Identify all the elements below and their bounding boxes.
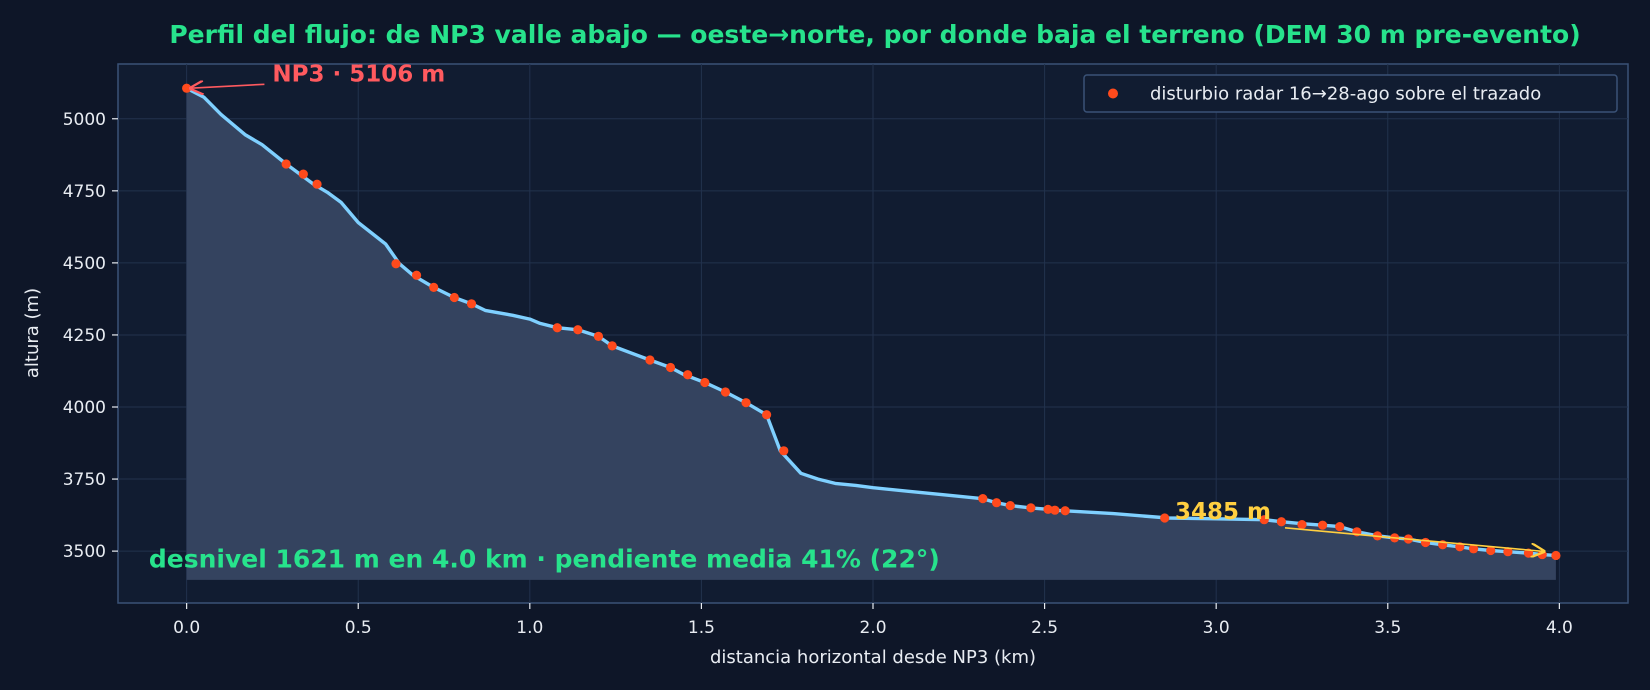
legend-marker [1108,88,1118,99]
y-tick-label: 4750 [63,182,106,202]
radar-disturbance-point [700,377,710,388]
x-tick-label: 1.0 [516,618,543,638]
radar-disturbance-point [991,498,1002,508]
radar-disturbance-point [429,282,439,292]
x-tick-label: 0.0 [173,618,200,638]
radar-disturbance-point [1026,503,1036,513]
radar-disturbance-point [1005,500,1015,511]
x-tick-label: 0.5 [345,618,372,638]
chart-title: Perfil del flujo: de NP3 valle abajo — o… [169,20,1580,49]
elevation-area [186,88,1556,580]
y-tick-label: 3500 [63,542,106,562]
y-tick-label: 3750 [63,470,106,490]
x-tick-label: 2.5 [1031,618,1058,638]
y-tick-label: 5000 [63,110,106,130]
radar-disturbance-point [1468,544,1479,554]
radar-disturbance-point [1050,505,1060,515]
radar-disturbance-point [720,387,731,397]
y-axis-label: altura (m) [22,288,43,378]
y-axis-ticks: 3500 3750 4000 4250 4500 4750 5000 [63,110,118,562]
radar-disturbance-point [607,341,617,351]
radar-disturbance-point [1043,504,1053,514]
radar-disturbance-point [779,446,789,456]
radar-disturbance-point [1317,520,1328,530]
x-tick-label: 3.5 [1374,618,1401,638]
start-annotation: NP3 · 5106 m [272,61,445,87]
radar-disturbance-point [391,259,401,269]
radar-disturbance-point [593,331,604,341]
x-tick-label: 2.0 [859,618,886,638]
radar-disturbance-point [978,494,988,504]
radar-disturbance-point [466,299,477,309]
radar-disturbance-point [1420,537,1431,548]
radar-disturbance-point [665,362,676,373]
radar-disturbance-point [1335,522,1345,532]
radar-disturbance-point [1060,506,1070,516]
y-tick-label: 4250 [63,326,106,346]
x-axis-ticks: 0.0 0.5 1.0 1.5 2.0 2.5 3.0 3.5 4.0 [173,603,1573,638]
radar-disturbance-point [1276,517,1286,527]
radar-disturbance-point [449,292,459,303]
radar-disturbance-point [762,410,772,420]
radar-disturbance-point [1297,520,1307,530]
start-annotation-arrow [191,84,265,88]
radar-disturbance-point [573,325,583,335]
radar-disturbance-point [1160,513,1170,523]
radar-disturbance-point [1486,545,1496,556]
legend-label: disturbio radar 16→28-ago sobre el traza… [1150,84,1541,105]
radar-disturbance-point [683,370,693,380]
radar-disturbance-point [298,169,308,179]
radar-disturbance-point [1551,550,1561,561]
y-tick-label: 4000 [63,398,106,418]
radar-disturbance-point [741,398,751,408]
radar-disturbance-point [312,179,322,189]
radar-disturbance-point [1259,515,1269,525]
radar-disturbance-point [281,159,291,169]
radar-disturbance-point [182,83,192,93]
legend-box [1083,74,1618,113]
x-tick-label: 3.0 [1203,618,1230,638]
summary-annotation: desnivel 1621 m en 4.0 km · pendiente me… [149,545,940,574]
radar-disturbance-point [645,355,655,365]
y-tick-label: 4500 [63,254,106,274]
x-tick-label: 1.5 [688,618,715,638]
radar-disturbance-point [552,323,562,333]
x-tick-label: 4.0 [1546,618,1573,638]
radar-disturbance-point [1503,547,1513,557]
radar-disturbance-point [411,270,422,280]
end-annotation-arrow [1284,527,1544,552]
legend: disturbio radar 16→28-ago sobre el traza… [1083,74,1618,113]
x-axis-label: distancia horizontal desde NP3 (km) [710,647,1036,668]
end-annotation: 3485 m [1175,499,1271,525]
